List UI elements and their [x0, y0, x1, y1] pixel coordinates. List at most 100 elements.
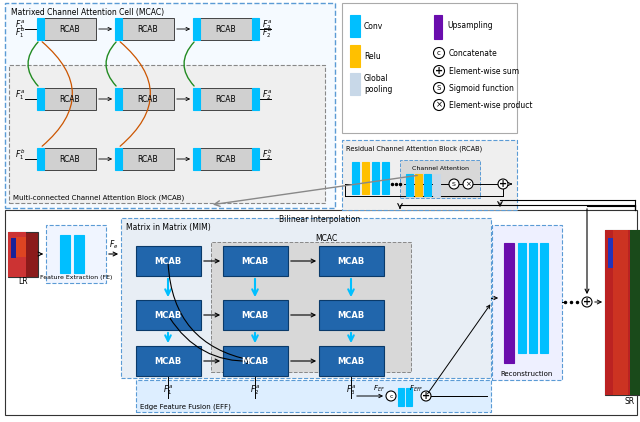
Bar — [518, 243, 526, 353]
Text: Relu: Relu — [364, 51, 381, 60]
Text: c: c — [437, 50, 441, 56]
Bar — [223, 246, 288, 276]
Text: Upsampling: Upsampling — [447, 21, 493, 30]
Text: RCAB: RCAB — [216, 154, 236, 163]
Text: +: + — [435, 66, 443, 76]
Bar — [44, 148, 96, 170]
Bar — [605, 230, 630, 395]
Text: RCAB: RCAB — [138, 154, 158, 163]
Text: LR: LR — [18, 278, 28, 287]
Text: Multi-connected Channel Attention Block (MCAB): Multi-connected Channel Attention Block … — [13, 195, 184, 201]
Bar — [406, 388, 412, 406]
Bar — [540, 243, 548, 353]
Bar — [319, 346, 384, 376]
Bar — [122, 148, 174, 170]
Bar — [115, 88, 122, 110]
Bar — [252, 88, 259, 110]
Bar — [44, 88, 96, 110]
Text: +: + — [583, 297, 591, 307]
Text: $F_{EFF}$: $F_{EFF}$ — [408, 384, 424, 394]
Text: Conv: Conv — [364, 22, 383, 30]
Text: +: + — [499, 179, 507, 189]
Bar — [342, 3, 517, 133]
Circle shape — [498, 179, 508, 189]
Text: $F_1^a$: $F_1^a$ — [15, 18, 25, 32]
Text: S: S — [452, 181, 456, 187]
Bar — [319, 246, 384, 276]
Bar — [8, 232, 23, 277]
Text: RCAB: RCAB — [216, 95, 236, 103]
Circle shape — [433, 48, 445, 59]
Bar — [37, 148, 44, 170]
Text: c: c — [389, 393, 393, 398]
Text: $F_1^a$: $F_1^a$ — [163, 383, 173, 397]
Text: MCAB: MCAB — [241, 257, 269, 265]
Text: MCAC: MCAC — [315, 233, 337, 243]
Bar — [211, 242, 411, 372]
Circle shape — [421, 391, 431, 401]
Bar — [200, 148, 252, 170]
Bar — [115, 18, 122, 40]
Bar — [16, 232, 26, 277]
Bar — [608, 238, 624, 268]
Bar — [372, 162, 379, 194]
Text: SR: SR — [625, 398, 635, 406]
Bar — [193, 88, 200, 110]
Bar — [406, 174, 413, 196]
Text: Element-wise product: Element-wise product — [449, 100, 532, 109]
Text: MCAB: MCAB — [337, 357, 365, 365]
Text: Feature Extraction (FE): Feature Extraction (FE) — [40, 274, 112, 279]
Bar — [400, 160, 480, 198]
Bar — [434, 15, 442, 39]
Text: MCAB: MCAB — [154, 311, 182, 319]
Text: Channel Attention: Channel Attention — [412, 165, 468, 170]
Bar — [319, 300, 384, 330]
Text: MCAB: MCAB — [154, 357, 182, 365]
Bar — [398, 388, 404, 406]
Text: $F_1^b$: $F_1^b$ — [15, 26, 25, 41]
Text: Reconstruction: Reconstruction — [501, 371, 553, 377]
Text: $F_e$: $F_e$ — [109, 239, 119, 251]
Text: ×: × — [435, 100, 442, 109]
Text: MCAB: MCAB — [241, 311, 269, 319]
Text: RCAB: RCAB — [60, 154, 80, 163]
Text: $F_2^a$: $F_2^a$ — [262, 18, 272, 32]
Bar — [115, 148, 122, 170]
Text: $F_1^b$: $F_1^b$ — [15, 148, 25, 162]
Bar — [5, 210, 637, 415]
Bar — [223, 346, 288, 376]
Text: RCAB: RCAB — [138, 95, 158, 103]
Bar — [424, 174, 431, 196]
Bar — [200, 18, 252, 40]
Text: S: S — [437, 85, 441, 91]
Circle shape — [433, 65, 445, 76]
Bar — [122, 88, 174, 110]
Bar — [16, 237, 26, 257]
Text: $F_2^b$: $F_2^b$ — [262, 26, 272, 41]
Bar — [605, 230, 640, 395]
Bar — [352, 162, 359, 194]
Circle shape — [433, 82, 445, 94]
Text: Bilinear Interpolation: Bilinear Interpolation — [280, 214, 360, 224]
Text: MCAB: MCAB — [337, 257, 365, 265]
Bar — [9, 65, 325, 203]
Bar — [504, 243, 514, 363]
Bar — [223, 300, 288, 330]
Bar — [350, 73, 360, 95]
Bar — [136, 300, 201, 330]
Bar — [37, 18, 44, 40]
Text: MCAB: MCAB — [241, 357, 269, 365]
Circle shape — [433, 100, 445, 111]
Bar — [60, 235, 70, 273]
Bar — [630, 230, 640, 395]
Text: +: + — [422, 391, 430, 401]
Text: Concatenate: Concatenate — [449, 49, 498, 57]
Text: RCAB: RCAB — [138, 24, 158, 33]
Text: MCAB: MCAB — [337, 311, 365, 319]
Text: Global
pooling: Global pooling — [364, 74, 392, 94]
Text: Edge Feature Fusion (EFF): Edge Feature Fusion (EFF) — [140, 404, 231, 410]
Bar — [136, 346, 201, 376]
Text: $F_1^a$: $F_1^a$ — [15, 88, 25, 102]
Bar — [193, 18, 200, 40]
Bar — [382, 162, 389, 194]
